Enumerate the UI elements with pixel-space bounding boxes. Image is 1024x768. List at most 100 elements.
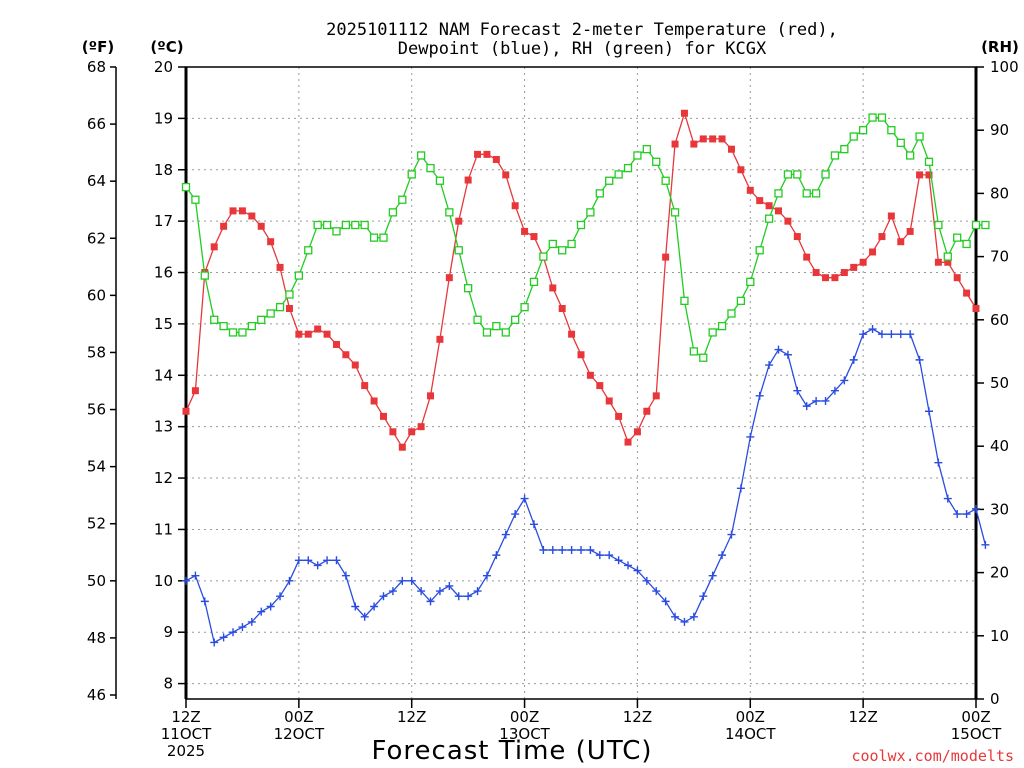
dewpoint-point [398,576,407,585]
rh-point [633,151,642,160]
time-tick-label: 12OCT [274,725,325,743]
credit-text[interactable]: coolwx.com/modelts [851,747,1014,765]
time-tick-label: 13OCT [499,725,550,743]
rh-point [736,296,746,305]
dewpoint-point [868,325,877,334]
dewpoint-point [586,545,595,554]
time-tick-label: 12Z [397,708,426,726]
temperature-point [765,202,773,210]
dewpoint-point [229,628,238,637]
temperature-point [210,243,218,251]
dewpoint-point [934,458,943,467]
rh-point [191,195,200,204]
dewpoint-point [924,407,933,416]
dewpoint-point [708,571,717,580]
rh-point [811,189,821,198]
dewpoint-point [529,520,538,529]
dewpoint-point [219,633,228,642]
rh-point [746,277,755,287]
rh-point [774,189,783,198]
rh-point [896,138,905,147]
fahrenheit-tick-label: 50 [87,572,106,590]
temperature-point [314,325,322,333]
temperature-point [680,109,688,117]
rh-tick-label: 20 [990,564,1009,582]
temperature-point [398,443,406,451]
temperature-point [699,135,707,143]
rh-point [304,246,313,255]
dewpoint-point [624,561,633,570]
fahrenheit-tick-label: 52 [87,515,106,533]
rh-point [332,227,341,236]
dewpoint-point [238,623,247,632]
dewpoint-point [953,510,962,519]
dewpoint-point [633,566,642,575]
series-dewpoint [182,325,990,647]
dewpoint-point [426,597,435,606]
rh-point [614,170,623,179]
temperature-point [756,197,764,205]
rh-point [228,328,238,337]
rh-point [858,126,868,135]
temperature-point [963,289,971,297]
temperature-point [521,227,529,235]
temperature-point [483,150,491,158]
dewpoint-point [793,386,802,395]
rh-point [548,239,557,249]
rh-point [388,208,398,217]
dewpoint-point [313,561,322,570]
temperature-point [652,392,660,400]
dewpoint-point [200,597,209,606]
temperature-point [238,207,246,215]
dewpoint-point [370,602,379,611]
temperature-point [229,207,237,215]
rh-point [492,321,501,331]
dewpoint-point [548,545,557,554]
dewpoint-point [351,602,360,611]
rh-point [294,271,304,280]
time-tick-label: 12Z [848,708,877,726]
dewpoint-point [783,350,792,359]
fahrenheit-tick-label: 64 [87,172,106,190]
rh-tick-label: 70 [990,248,1009,266]
rh-point [351,220,360,230]
dewpoint-point [765,361,774,370]
dewpoint-point [877,330,886,339]
rh-point [962,239,971,249]
temperature-point [586,371,594,379]
dewpoint-point [445,581,454,590]
dewpoint-point [191,571,200,580]
temperature-point [427,392,435,400]
rh-point [595,189,604,198]
rh-point [482,328,492,337]
plot-frame [185,66,977,700]
dewpoint-point [360,612,369,621]
dewpoint-point [464,592,473,601]
rh-point [473,315,482,324]
temperature-point [220,222,228,230]
rh-point [454,246,463,255]
rh-tick-label: 30 [990,500,1009,518]
dewpoint-point [736,484,745,493]
rh-tick-label: 10 [990,627,1009,645]
dewpoint-point [896,330,905,339]
fahrenheit-tick-label: 54 [87,458,106,476]
dewpoint-point [699,592,708,601]
rh-point [539,252,548,261]
temperature-point [257,222,265,230]
dewpoint-point [294,556,303,565]
rh-point [971,220,981,230]
temperature-point [285,304,293,312]
dewpoint-point [454,592,463,601]
dewpoint-point [473,587,482,596]
temperature-point [267,238,275,246]
rh-point [623,163,633,173]
rh-point [322,220,332,230]
series-temperature [182,109,980,451]
dewpoint-point [567,545,576,554]
dewpoint-point [652,587,661,596]
temperature-point [850,263,858,271]
rh-point [642,145,651,154]
dewpoint-point [962,510,971,519]
